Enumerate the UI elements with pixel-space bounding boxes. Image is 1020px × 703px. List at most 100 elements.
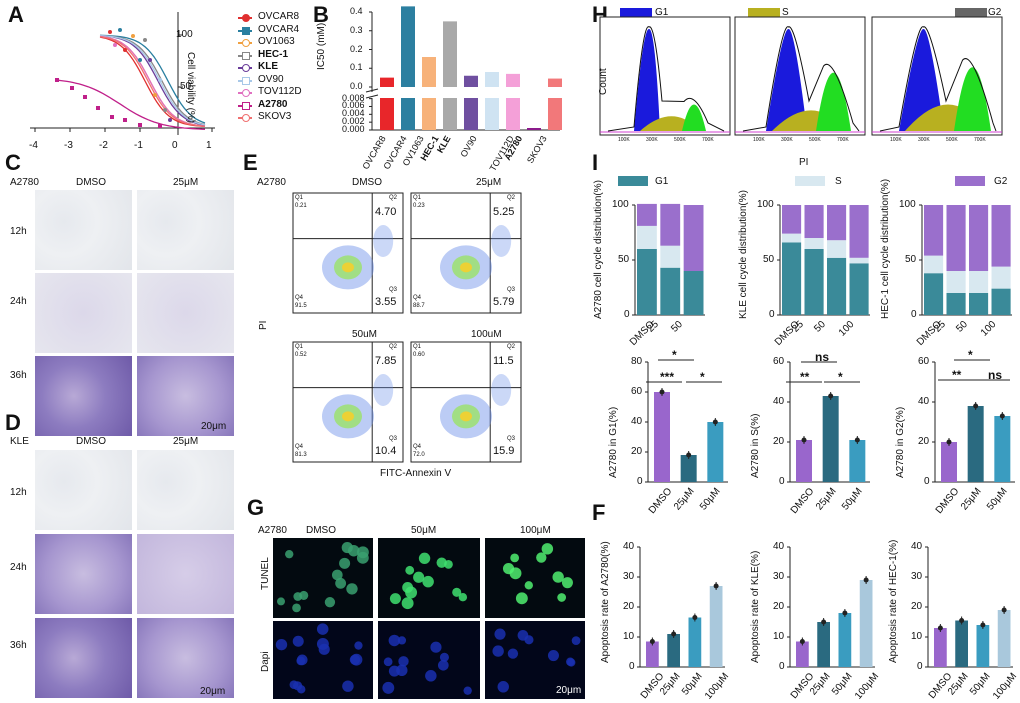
flow-q4-tag: Q4 [413, 444, 422, 450]
legend-item-ov90: OV90 [238, 74, 318, 87]
panel-b-ytick-label: 0.008 [342, 92, 365, 103]
chart-ytick-label: 40 [773, 541, 785, 552]
panel-e-cell-label: A2780 [257, 177, 286, 188]
nucleus [515, 592, 528, 605]
panel-h-xtick: 500K [809, 137, 821, 143]
nucleus [502, 563, 515, 575]
flow-q4-tag: Q4 [413, 295, 422, 301]
chart-ylabel: A2780 in G2(%) [895, 406, 906, 478]
bar-25μM [817, 622, 830, 667]
flow-q2-tag: Q2 [507, 344, 516, 350]
bar-25μM [822, 396, 839, 482]
flow-q2-tag: Q2 [389, 344, 398, 350]
nucleus [541, 543, 554, 555]
data-point [863, 577, 869, 583]
flow-q2-value: 4.70 [375, 206, 397, 218]
significance-label: * [838, 370, 843, 384]
significance-label: ** [800, 370, 810, 384]
panel-g-col-100um: 100μM [520, 525, 551, 536]
significance-label: ns [988, 368, 1003, 382]
stack-bar-S [637, 225, 657, 249]
panel-h-xtick: 500K [674, 137, 686, 143]
bar-50μM [994, 416, 1011, 482]
nucleus [571, 636, 581, 646]
nucleus [422, 575, 434, 588]
bar-DMSO [934, 628, 947, 667]
legend-item-a2780: A2780 [238, 98, 318, 112]
histogram-g2-peak [682, 104, 706, 131]
panel-a-xtick: -1 [134, 140, 143, 151]
stack-bar-G2 [804, 205, 824, 238]
nucleus [552, 571, 564, 583]
legend-item-tov112d: TOV112D [238, 86, 318, 99]
significance-label: ns [815, 350, 830, 364]
flow-q4-value: 88.7 [413, 303, 425, 309]
panel-h-cell-cycle-histograms [599, 8, 1003, 136]
legend-label: A2780 [258, 98, 288, 110]
panel-letter-g: G [247, 495, 265, 520]
nucleus [405, 565, 415, 575]
stack-bar-G2 [782, 205, 802, 234]
flow-q2-value: 11.5 [493, 355, 514, 367]
legend-item-ovcar8: OVCAR8 [238, 11, 318, 24]
chart-ytick-label: 30 [911, 571, 923, 582]
nucleus [398, 656, 409, 667]
chart-ytick-label: 50 [905, 254, 917, 265]
data-point [712, 419, 718, 425]
dose-curve-OV90 [99, 34, 206, 126]
chart-ylabel: A2780 cell cycle distribution(%) [593, 180, 604, 319]
bar-top-TOV112D [506, 73, 520, 87]
dose-point-A2780 [96, 106, 100, 110]
panel-b-ytick-label: 0.4 [350, 6, 363, 16]
panel-g-cells [275, 542, 581, 695]
dose-point-A2780 [110, 115, 114, 119]
bar-DMSO [796, 641, 809, 667]
micrograph-d-36h-25um [137, 618, 234, 698]
nucleus [285, 549, 294, 559]
significance-label: ** [952, 368, 962, 382]
panel-h-xtick: 700K [837, 137, 849, 143]
histogram-g1-peak [899, 28, 944, 131]
data-point [959, 618, 965, 623]
nucleus [316, 623, 329, 635]
bar-100μM [859, 580, 873, 667]
legend-item-ovcar4: OVCAR4 [238, 24, 318, 37]
nucleus [335, 577, 347, 589]
dose-point-A2780 [138, 123, 142, 127]
panel-g-scale: 20μm [556, 685, 582, 696]
bar-top-OVCAR8 [380, 77, 394, 87]
bar-top-HEC-1 [443, 21, 457, 87]
chart-ytick-label: 20 [911, 601, 923, 612]
flow-plot-frame [410, 192, 522, 314]
bar-OVCAR4 [401, 98, 415, 130]
stack-bar-G2 [991, 205, 1011, 267]
bar-A2780 [527, 128, 541, 130]
data-point [799, 639, 805, 644]
panel-letter-d: D [5, 410, 21, 435]
panel-b-ytick-label: 0.004 [342, 108, 365, 119]
chart-ytick-label: 20 [773, 436, 785, 447]
flow-q3-value: 3.55 [375, 296, 397, 308]
nucleus [388, 634, 401, 647]
chart-ytick-label: 0 [911, 309, 917, 320]
panel-d-row-24h: 24h [10, 562, 27, 573]
bar-50μM [688, 617, 702, 667]
flow-q1-value: 0.52 [295, 352, 307, 358]
panel-b-axis-break [365, 88, 379, 99]
nucleus [293, 681, 303, 691]
legend-label: SKOV3 [258, 111, 292, 122]
panel-e-title-dmso: DMSO [352, 177, 382, 188]
nucleus [425, 670, 437, 682]
histogram-outline [607, 26, 725, 132]
legend-marker [242, 89, 250, 97]
bar-OV1063 [422, 98, 436, 130]
nucleus [561, 577, 573, 589]
panel-h-xtick: 100K [890, 137, 902, 143]
data-point [692, 615, 698, 620]
micrograph-c-12h-25um [137, 190, 234, 270]
nucleus [517, 629, 529, 641]
legend-item-kle: KLE [238, 61, 318, 74]
dose-point-A2780 [158, 124, 162, 128]
chart-ylabel: Apoptosis rate of HEC-1(%) [888, 539, 899, 663]
bar-top-SKOV3 [548, 78, 562, 87]
